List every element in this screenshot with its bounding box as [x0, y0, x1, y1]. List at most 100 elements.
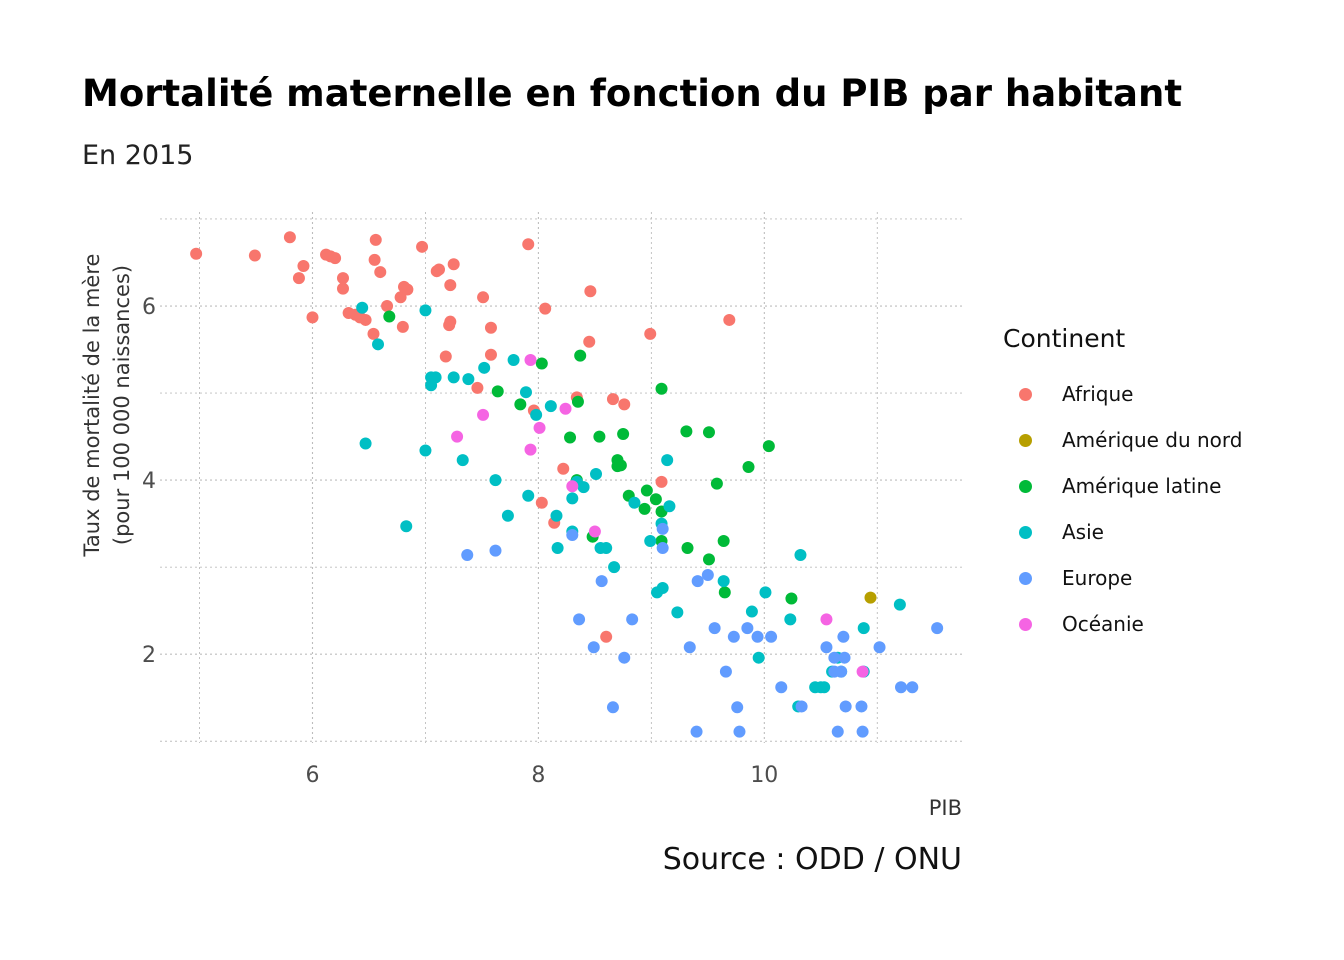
y-tick-label: 6: [142, 295, 156, 320]
x-tick-label: 8: [531, 763, 545, 788]
chart-subtitle: En 2015: [82, 140, 194, 171]
data-point: [717, 535, 730, 548]
chart-caption: Source : ODD / ONU: [662, 842, 962, 877]
y-axis-label-line1: Taux de mortalité de la mère: [80, 254, 104, 558]
data-point: [471, 381, 484, 394]
data-point: [416, 240, 429, 253]
data-point: [702, 553, 715, 566]
x-axis-label: PIB: [929, 796, 962, 820]
data-point: [731, 701, 744, 714]
legend-dot-icon: [1019, 525, 1032, 539]
legend-item: Océanie: [1003, 601, 1243, 647]
data-point: [617, 427, 630, 440]
data-point: [593, 430, 606, 443]
data-point: [839, 700, 852, 713]
data-point: [608, 561, 621, 574]
data-point: [718, 586, 731, 599]
data-point: [444, 315, 457, 328]
data-point: [574, 349, 587, 362]
data-point: [618, 651, 631, 664]
legend-label: Asie: [1062, 520, 1104, 544]
data-point: [477, 291, 490, 304]
data-point: [752, 651, 765, 664]
data-point: [374, 266, 387, 279]
data-point: [595, 575, 608, 588]
data-point: [356, 301, 369, 314]
data-point: [336, 272, 349, 285]
data-point: [396, 320, 409, 333]
data-point: [566, 480, 579, 493]
data-point: [681, 542, 694, 555]
data-point: [566, 492, 579, 505]
data-point: [484, 348, 497, 361]
data-point: [828, 651, 841, 664]
x-tick-label: 10: [750, 763, 778, 788]
data-point: [190, 247, 203, 260]
data-point: [606, 393, 619, 406]
y-axis-label-line2: (pour 100 000 naissances): [110, 265, 134, 545]
data-point: [478, 361, 491, 374]
data-point: [383, 310, 396, 323]
data-point: [533, 421, 546, 434]
data-point: [491, 385, 504, 398]
data-point: [614, 459, 627, 472]
data-point: [439, 350, 452, 363]
data-point: [292, 272, 305, 285]
data-point: [419, 444, 432, 457]
data-point: [733, 725, 746, 738]
data-point: [794, 548, 807, 561]
data-point: [717, 575, 730, 588]
data-point: [741, 622, 754, 635]
data-point: [640, 484, 653, 497]
data-point: [297, 259, 310, 272]
legend-item: Afrique: [1003, 371, 1243, 417]
legend-label: Amérique latine: [1062, 474, 1222, 498]
data-point: [751, 630, 764, 643]
data-point: [369, 233, 382, 246]
data-point: [600, 542, 613, 555]
data-point: [588, 525, 601, 538]
data-point: [587, 641, 600, 654]
legend-dot-icon: [1019, 387, 1032, 401]
data-point: [708, 622, 721, 635]
data-point: [649, 493, 662, 506]
legend-item: Asie: [1003, 509, 1243, 555]
data-point: [701, 568, 714, 581]
data-point: [663, 500, 676, 513]
legend-dot-icon: [1019, 571, 1032, 585]
data-point: [671, 606, 684, 619]
data-point: [893, 598, 906, 611]
grid-lines: [160, 212, 962, 743]
data-point: [522, 489, 535, 502]
data-point: [590, 468, 603, 481]
data-point: [359, 437, 372, 450]
data-point: [571, 395, 584, 408]
data-point: [539, 302, 552, 315]
data-point: [762, 440, 775, 453]
data-point: [656, 522, 669, 535]
data-point: [723, 313, 736, 326]
data-point: [551, 542, 564, 555]
data-point: [655, 475, 668, 488]
data-point: [837, 630, 850, 643]
data-point: [691, 575, 704, 588]
tick-labels: 6 8 10 2 4 6: [142, 295, 778, 788]
legend-item: Europe: [1003, 555, 1243, 601]
data-point: [456, 454, 469, 467]
legend-label: Afrique: [1062, 382, 1134, 406]
data-point: [864, 591, 877, 604]
data-point: [447, 371, 460, 384]
y-tick-label: 2: [142, 643, 156, 668]
data-point: [606, 701, 619, 714]
data-point: [710, 477, 723, 490]
data-point: [656, 582, 669, 595]
data-point: [855, 700, 868, 713]
chart-title: Mortalité maternelle en fonction du PIB …: [82, 72, 1183, 115]
data-point: [566, 528, 579, 541]
data-point: [372, 338, 385, 351]
data-point: [559, 402, 572, 415]
data-point: [535, 357, 548, 370]
legend-dot-icon: [1019, 479, 1032, 493]
data-point: [745, 605, 758, 618]
data-point: [519, 386, 532, 399]
